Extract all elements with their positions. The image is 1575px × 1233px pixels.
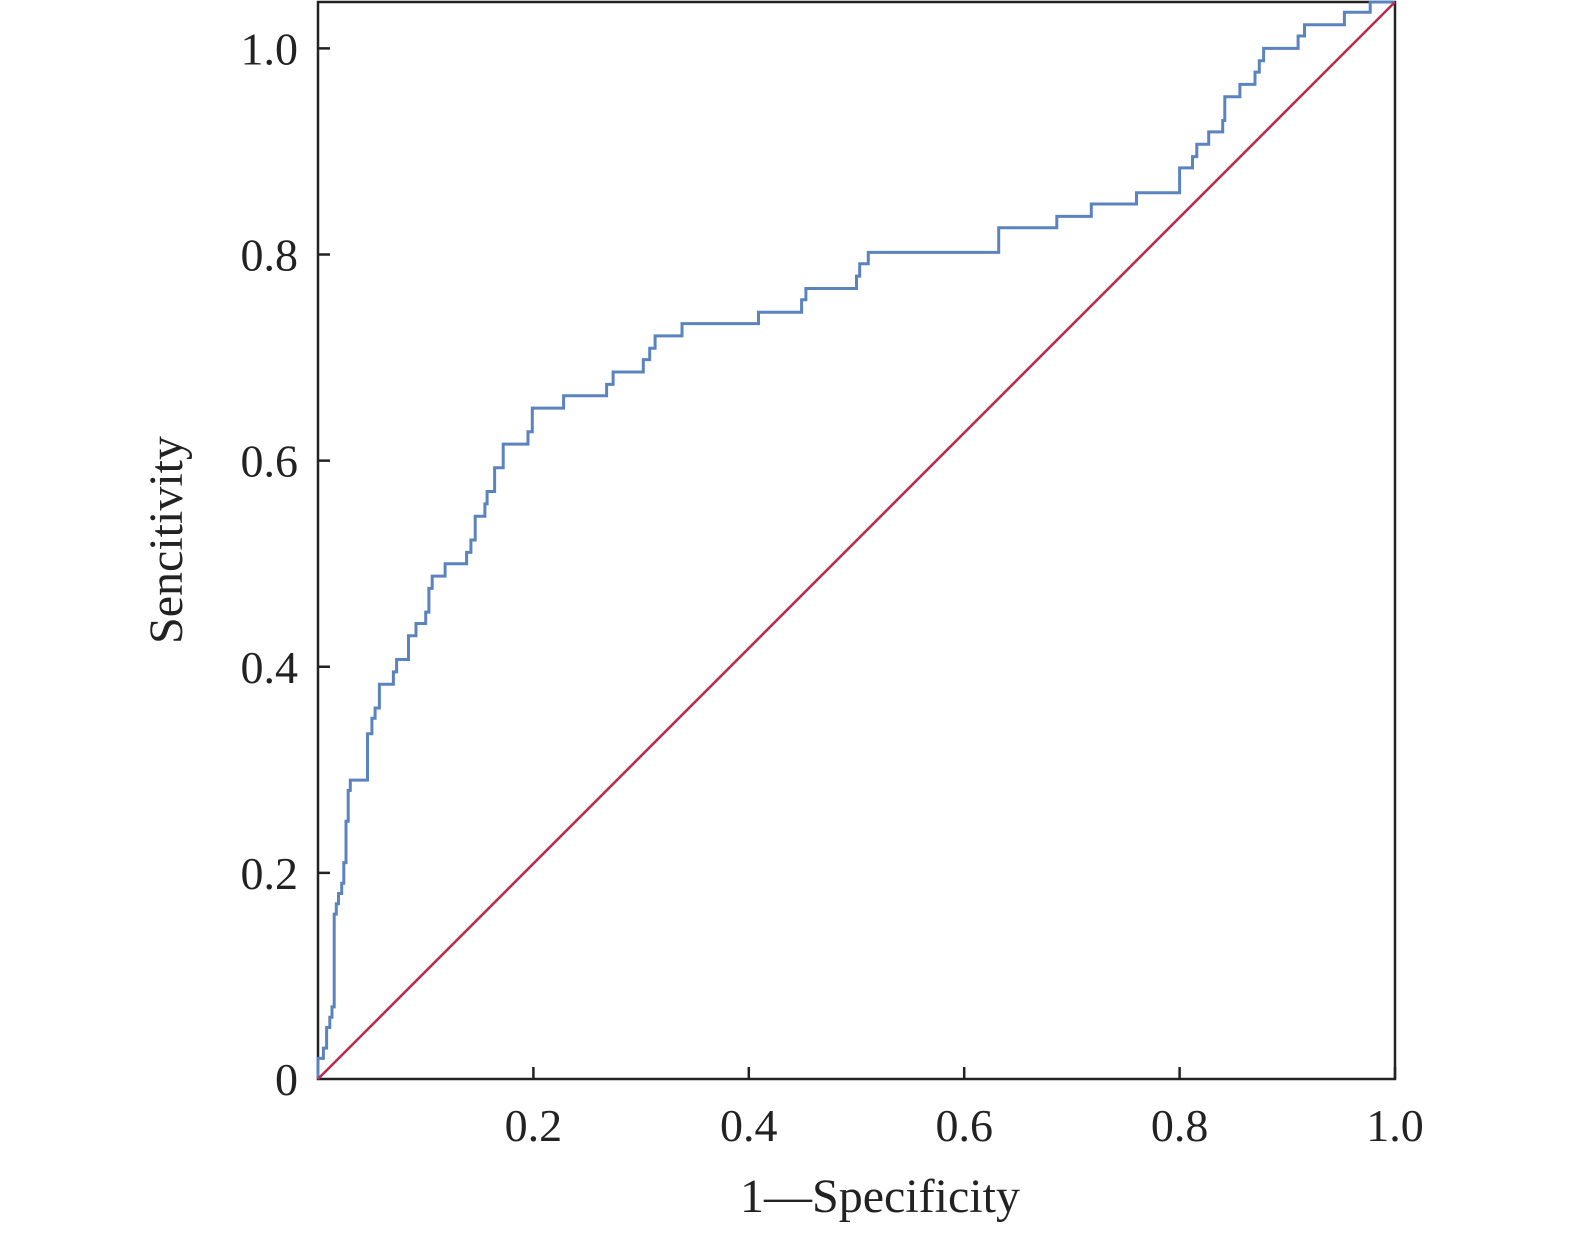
y-tick-label: 0	[275, 1054, 298, 1105]
y-tick-label: 0.8	[241, 230, 299, 281]
plot-frame	[316, 0, 1397, 1081]
y-tick-label: 0.4	[241, 642, 299, 693]
y-tick-label: 0.2	[241, 848, 299, 899]
y-axis-title: Sencitivity	[140, 436, 193, 644]
roc-curve-line	[316, 0, 1395, 1079]
x-tick-label: 0.6	[935, 1100, 993, 1151]
x-tick-label: 1.0	[1366, 1100, 1424, 1151]
series-layer	[316, 0, 1396, 1080]
reference-diagonal-line	[317, 1, 1396, 1080]
y-axis-ticks: 0 0.2 0.4 0.6 0.8 1.0	[241, 23, 330, 1105]
y-tick-label: 0.6	[241, 436, 299, 487]
y-tick-label: 1.0	[241, 23, 299, 74]
x-axis-ticks: 0.2 0.4 0.6 0.8 1.0	[505, 1067, 1424, 1151]
x-axis-title: 1—Specificity	[740, 1170, 1020, 1223]
x-tick-label: 0.4	[720, 1100, 778, 1151]
x-tick-label: 0.8	[1151, 1100, 1209, 1151]
x-tick-label: 0.2	[505, 1100, 563, 1151]
